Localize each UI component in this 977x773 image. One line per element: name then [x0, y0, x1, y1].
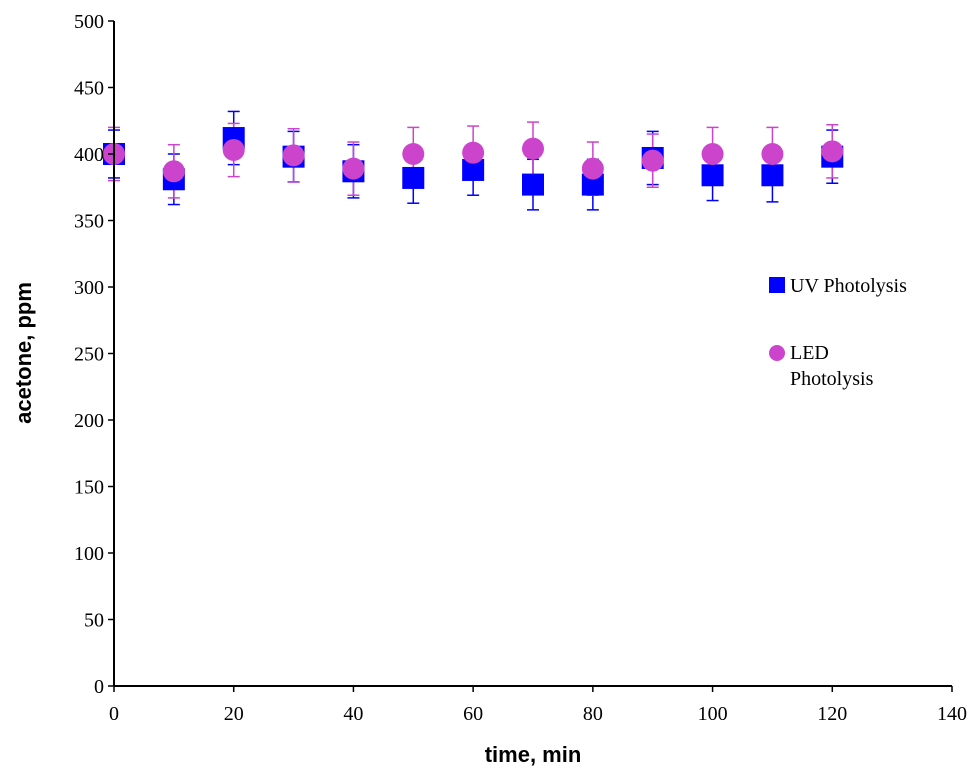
data-point-circle — [821, 140, 844, 163]
data-point-circle — [462, 141, 485, 164]
data-point-circle — [701, 143, 724, 165]
data-point-square — [522, 173, 544, 196]
x-tick-label: 140 — [937, 703, 967, 725]
data-point-square — [761, 164, 784, 187]
x-tick-label: 100 — [698, 703, 728, 725]
x-tick-label: 80 — [583, 703, 603, 725]
y-tick-label: 0 — [94, 676, 104, 698]
y-axis-title: acetone, ppm — [11, 282, 36, 424]
data-point-circle — [282, 144, 305, 167]
y-tick-label: 250 — [74, 344, 104, 366]
y-tick-label: 350 — [74, 211, 104, 233]
data-point-circle — [761, 143, 784, 165]
x-axis-title: time, min — [485, 742, 582, 767]
legend-marker-led-photolysis — [769, 345, 785, 361]
data-point-circle — [641, 149, 664, 172]
plot-area — [103, 110, 844, 211]
legend: UV Photolysis LED Photolysis — [769, 275, 907, 390]
y-tick-label: 200 — [74, 410, 104, 432]
legend-label-line: LED — [790, 342, 829, 364]
legend-label-line: Photolysis — [790, 368, 874, 390]
data-point-square — [462, 158, 485, 181]
data-point-circle — [581, 157, 604, 180]
x-tick-label: 20 — [224, 703, 244, 725]
y-tick-label: 300 — [74, 277, 104, 299]
data-point-square — [701, 164, 724, 187]
y-tick-label: 400 — [74, 144, 104, 166]
data-point-circle — [342, 157, 365, 180]
axes: 0 50 100 150 200 250 300 350 400 450 500 0 20 40 60 80 1… — [74, 11, 967, 725]
y-tick-label: 450 — [74, 78, 104, 100]
x-tick-label: 60 — [463, 703, 483, 725]
data-point-square — [402, 166, 425, 189]
x-tick-label: 120 — [817, 703, 847, 725]
legend-label-led-photolysis: LED Photolysis — [790, 342, 874, 390]
data-point-square — [581, 173, 604, 196]
x-tick-label: 0 — [109, 703, 119, 725]
legend-label-uv-photolysis: UV Photolysis — [790, 275, 907, 297]
y-tick-label: 100 — [74, 543, 104, 565]
data-point-circle — [522, 137, 544, 160]
data-point-circle — [222, 139, 245, 162]
data-point-circle — [402, 143, 425, 165]
y-tick-label: 150 — [74, 477, 104, 499]
y-tick-label: 50 — [84, 610, 104, 632]
markers-led-photolysis — [103, 137, 844, 183]
y-tick-label: 500 — [74, 11, 104, 33]
data-point-circle — [162, 160, 185, 183]
legend-marker-uv-photolysis — [769, 277, 785, 293]
x-tick-label: 40 — [343, 703, 363, 725]
